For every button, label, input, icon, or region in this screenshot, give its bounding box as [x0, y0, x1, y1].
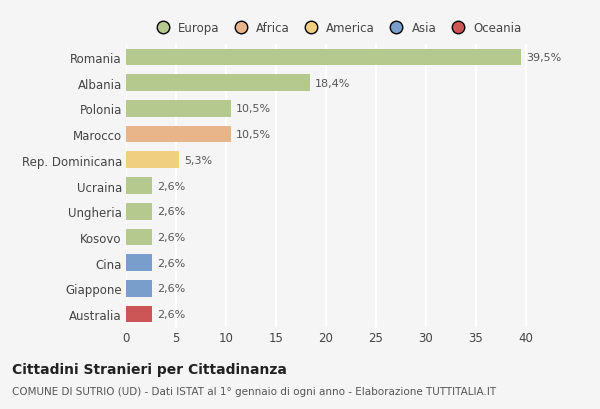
- Text: 2,6%: 2,6%: [157, 181, 185, 191]
- Text: Cittadini Stranieri per Cittadinanza: Cittadini Stranieri per Cittadinanza: [12, 362, 287, 376]
- Bar: [126, 306, 152, 323]
- Bar: [126, 101, 231, 117]
- Text: 5,3%: 5,3%: [184, 155, 212, 165]
- Bar: [126, 178, 152, 194]
- Bar: [126, 126, 231, 143]
- Bar: [126, 281, 152, 297]
- Bar: [126, 75, 310, 92]
- Text: 2,6%: 2,6%: [157, 309, 185, 319]
- Legend: Europa, Africa, America, Asia, Oceania: Europa, Africa, America, Asia, Oceania: [146, 17, 526, 39]
- Text: 10,5%: 10,5%: [236, 130, 271, 140]
- Text: 2,6%: 2,6%: [157, 232, 185, 243]
- Bar: [126, 152, 179, 169]
- Text: 2,6%: 2,6%: [157, 258, 185, 268]
- Text: COMUNE DI SUTRIO (UD) - Dati ISTAT al 1° gennaio di ogni anno - Elaborazione TUT: COMUNE DI SUTRIO (UD) - Dati ISTAT al 1°…: [12, 387, 496, 396]
- Bar: [126, 49, 521, 66]
- Text: 39,5%: 39,5%: [526, 53, 561, 63]
- Text: 10,5%: 10,5%: [236, 104, 271, 114]
- Text: 2,6%: 2,6%: [157, 207, 185, 217]
- Bar: [126, 255, 152, 272]
- Bar: [126, 229, 152, 246]
- Text: 18,4%: 18,4%: [315, 79, 350, 88]
- Bar: [126, 203, 152, 220]
- Text: 2,6%: 2,6%: [157, 284, 185, 294]
